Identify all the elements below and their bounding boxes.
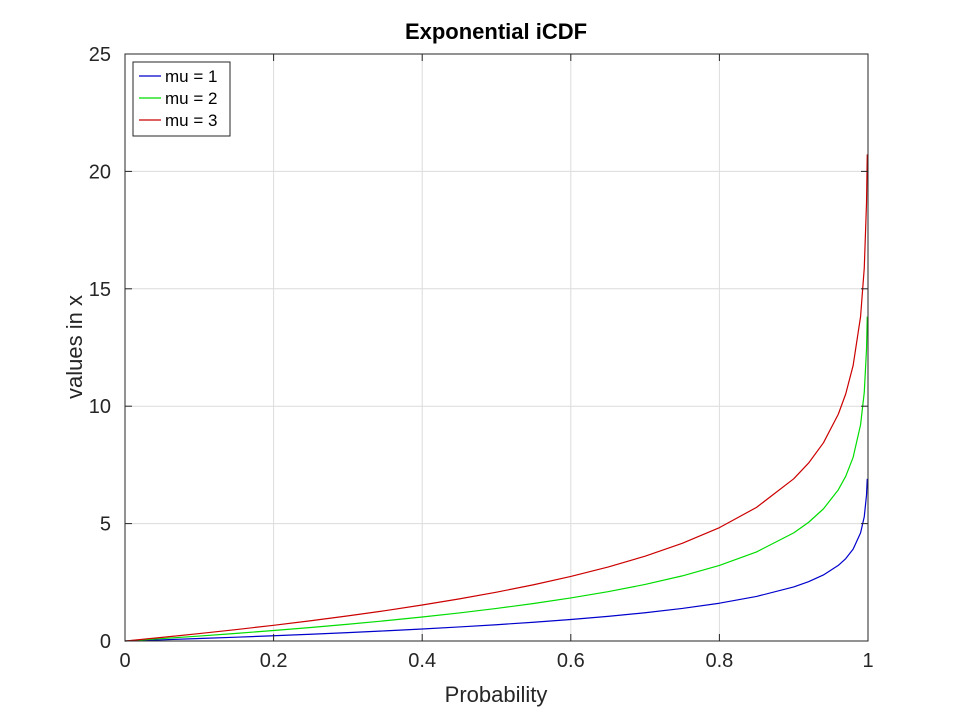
x-tick-label: 0 — [119, 650, 130, 672]
series-line-1 — [124, 478, 868, 642]
legend-label-3: mu = 3 — [165, 111, 217, 130]
series-line-3 — [124, 154, 868, 642]
legend-label-2: mu = 2 — [165, 89, 217, 108]
plot-area — [125, 54, 868, 641]
y-tick-label: 20 — [89, 161, 111, 183]
x-tick-label: 0.6 — [557, 650, 585, 672]
legend-label-1: mu = 1 — [165, 67, 217, 86]
plot-frame — [124, 53, 869, 642]
series-line-2 — [124, 316, 868, 642]
y-tick-label: 0 — [100, 631, 111, 653]
y-axis-label: values in x — [62, 295, 87, 399]
y-tick-label: 15 — [89, 279, 111, 301]
x-tick-label: 0.4 — [408, 650, 436, 672]
x-tick-label: 1 — [862, 650, 873, 672]
legend: mu = 1 mu = 2 mu = 3 — [132, 61, 231, 137]
y-tick-label: 5 — [100, 514, 111, 536]
x-axis-label: Probability — [445, 682, 548, 707]
grid-lines — [124, 53, 869, 642]
x-tick-label: 0.8 — [705, 650, 733, 672]
y-tick-label: 25 — [89, 44, 111, 66]
legend-box — [132, 61, 231, 137]
chart-title: Exponential iCDF — [405, 19, 587, 44]
y-tick-label: 10 — [89, 396, 111, 418]
series-lines — [124, 154, 868, 642]
x-tick-label: 0.2 — [260, 650, 288, 672]
